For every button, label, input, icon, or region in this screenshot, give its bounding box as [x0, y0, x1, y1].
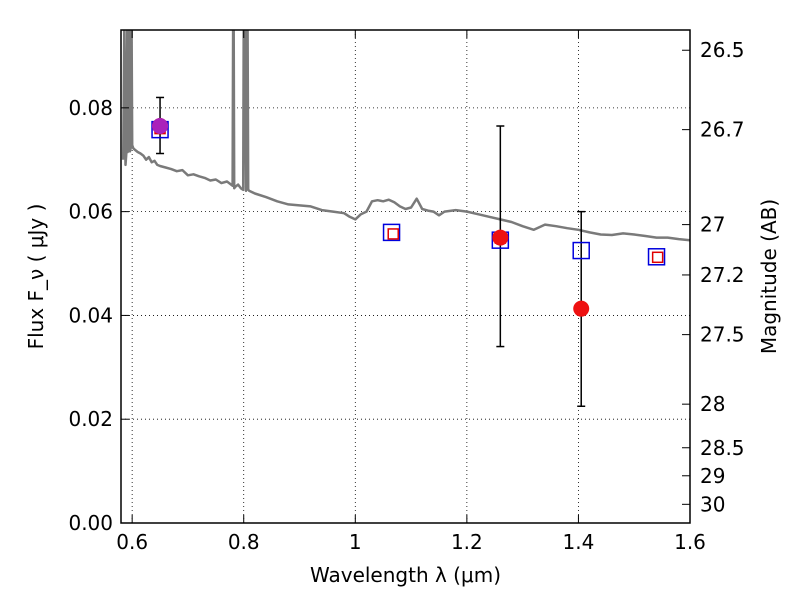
y2-tick-label: 28	[700, 392, 725, 416]
y2-tick-label: 30	[700, 492, 725, 516]
y2-tick-label: 26.7	[700, 118, 745, 142]
x-tick-label: 1.6	[674, 530, 706, 554]
y-axis-label: Flux F_ν ( μJy )	[24, 204, 48, 350]
filled-circle-marker	[573, 300, 590, 317]
grid-layer	[121, 30, 690, 523]
y-tick-label: 0.00	[68, 511, 113, 535]
x-tick-label: 1.4	[563, 530, 595, 554]
open-square-marker	[651, 251, 664, 264]
open-square-marker	[387, 228, 399, 240]
y-tick-label: 0.04	[68, 303, 113, 327]
y-tick-label: 0.06	[68, 200, 113, 224]
open-square-marker	[647, 248, 666, 266]
x-tick-label: 0.6	[116, 530, 148, 554]
y2-tick-label: 27.5	[700, 323, 745, 347]
x-tick-label: 1	[349, 530, 362, 554]
y2-axis-label: Magnitude (AB)	[757, 199, 781, 354]
y-tick-label: 0.08	[68, 96, 113, 120]
open-square-marker	[382, 223, 401, 242]
y2-tick-label: 28.5	[700, 436, 745, 460]
filled-circle-marker	[152, 118, 169, 135]
plot-frame	[120, 29, 691, 524]
y2-tick-label: 29	[700, 464, 725, 488]
x-axis-label: Wavelength λ (μm)	[310, 563, 501, 587]
y2-tick-label: 27	[700, 213, 725, 237]
open-square-marker	[572, 241, 590, 260]
tick-layer: 0.6 0.8 1 1.2 1.4 1.6 0.00 0.02 0.04 0.06 0.08 26.5…	[68, 30, 745, 554]
model-spectrum-line	[121, 30, 690, 242]
y2-tick-label: 27.2	[700, 263, 745, 287]
x-tick-label: 1.2	[451, 530, 483, 554]
plot-area	[121, 30, 690, 407]
filled-circle-marker	[492, 229, 509, 246]
y-tick-label: 0.02	[68, 407, 113, 431]
y2-tick-label: 26.5	[700, 38, 745, 62]
x-tick-label: 0.8	[228, 530, 260, 554]
